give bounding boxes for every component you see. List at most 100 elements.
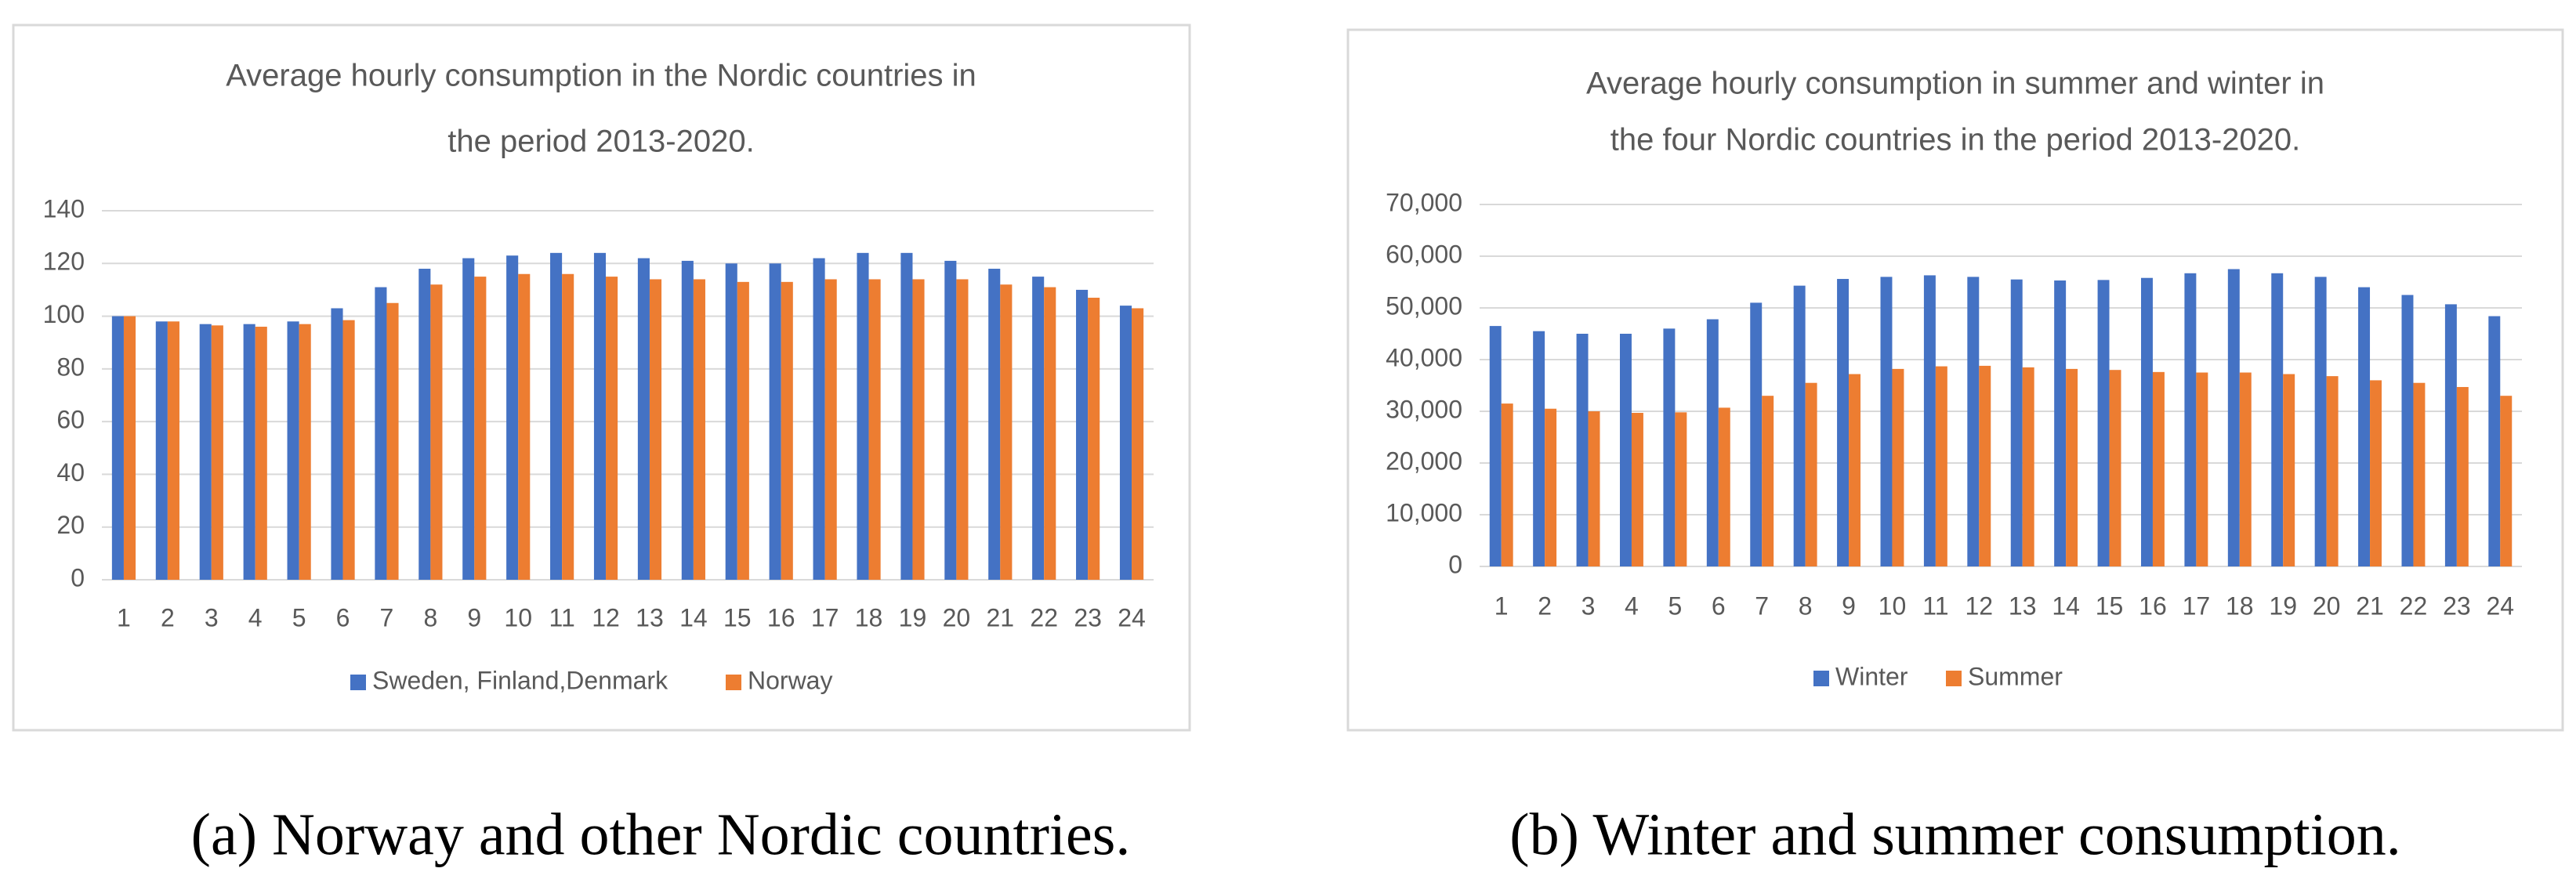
bar xyxy=(474,277,487,580)
bar xyxy=(1501,403,1513,566)
bar xyxy=(562,273,574,580)
x-tick-label: 12 xyxy=(592,603,620,631)
y-tick-label: 60,000 xyxy=(1386,240,1462,268)
y-tick-label: 20,000 xyxy=(1386,447,1462,475)
bar xyxy=(2097,280,2110,566)
bar xyxy=(255,327,267,580)
bar xyxy=(1979,365,1991,566)
bar xyxy=(1076,289,1089,580)
bar xyxy=(725,263,737,580)
chart-title: Average hourly consumption in the Nordic… xyxy=(226,59,976,93)
x-tick-label: 4 xyxy=(248,603,263,631)
bar xyxy=(462,258,475,580)
bar xyxy=(1837,279,1850,566)
x-tick-label: 22 xyxy=(1030,603,1058,631)
y-tick-label: 10,000 xyxy=(1386,498,1462,526)
bar xyxy=(824,279,837,580)
bar xyxy=(2066,368,2078,566)
bar xyxy=(1967,277,1980,566)
x-tick-label: 10 xyxy=(504,603,532,631)
y-tick-label: 50,000 xyxy=(1386,291,1462,320)
bar xyxy=(737,281,749,580)
x-tick-label: 9 xyxy=(467,603,481,631)
legend-label: Summer xyxy=(1968,662,2063,690)
x-tick-label: 9 xyxy=(1842,592,1856,620)
bar xyxy=(912,279,925,580)
bar xyxy=(1805,382,1817,566)
bar xyxy=(1044,287,1056,580)
x-tick-label: 16 xyxy=(767,603,795,631)
x-tick-label: 12 xyxy=(1965,592,1993,620)
y-tick-label: 120 xyxy=(43,248,85,276)
x-tick-label: 16 xyxy=(2139,592,2167,620)
bar xyxy=(2488,316,2501,566)
bar xyxy=(606,277,618,580)
bar xyxy=(681,260,694,580)
x-tick-label: 17 xyxy=(811,603,839,631)
x-tick-label: 1 xyxy=(117,603,131,631)
bar xyxy=(2314,277,2327,566)
y-tick-label: 40,000 xyxy=(1386,343,1462,371)
bar xyxy=(1849,374,1861,566)
bar xyxy=(2444,304,2457,566)
chart-title: the four Nordic countries in the period … xyxy=(1610,123,2301,157)
bar xyxy=(900,252,913,580)
bar xyxy=(199,324,212,580)
x-tick-label: 22 xyxy=(2400,592,2428,620)
x-tick-label: 13 xyxy=(2009,592,2037,620)
legend-label: Sweden, Finland,Denmark xyxy=(372,666,668,694)
bar xyxy=(155,321,168,580)
bar xyxy=(342,320,355,580)
x-tick-label: 5 xyxy=(1668,592,1682,620)
bar xyxy=(111,316,124,580)
bar xyxy=(430,284,443,580)
bar xyxy=(1663,328,1676,566)
bar xyxy=(1088,298,1100,580)
x-tick-label: 14 xyxy=(679,603,708,631)
y-tick-label: 80 xyxy=(56,353,85,381)
bar xyxy=(1576,334,1589,566)
x-tick-label: 21 xyxy=(986,603,1014,631)
bar xyxy=(1718,407,1730,566)
bar xyxy=(693,279,705,580)
bar xyxy=(287,321,299,580)
bar xyxy=(857,252,869,580)
bar xyxy=(2456,386,2469,566)
y-tick-label: 100 xyxy=(43,300,85,328)
bar xyxy=(299,324,311,580)
x-tick-label: 11 xyxy=(1922,592,1948,620)
x-tick-label: 5 xyxy=(292,603,306,631)
x-tick-label: 18 xyxy=(2226,592,2254,620)
bar xyxy=(1750,302,1763,566)
legend-marker xyxy=(726,675,741,690)
bar xyxy=(1489,326,1502,566)
legend-marker xyxy=(1946,671,1962,686)
bar xyxy=(1762,396,1774,566)
bar xyxy=(868,279,881,580)
bar xyxy=(2401,295,2414,566)
x-tick-label: 4 xyxy=(1625,592,1639,620)
x-tick-label: 2 xyxy=(161,603,175,631)
bar xyxy=(2022,367,2034,566)
y-tick-label: 20 xyxy=(56,511,85,539)
x-tick-label: 10 xyxy=(1879,592,1907,620)
bar xyxy=(2152,371,2165,566)
bar xyxy=(331,308,343,580)
bar xyxy=(2109,370,2121,566)
x-tick-label: 23 xyxy=(1074,603,1102,631)
bar xyxy=(1533,331,1545,566)
x-tick-label: 2 xyxy=(1538,592,1552,620)
x-tick-label: 7 xyxy=(1755,592,1769,620)
y-tick-label: 70,000 xyxy=(1386,188,1462,216)
bar xyxy=(243,324,255,580)
bar xyxy=(1935,366,1947,566)
bar xyxy=(649,279,662,580)
bar xyxy=(1880,277,1893,566)
bar xyxy=(1132,308,1144,580)
bar xyxy=(1119,306,1132,580)
x-tick-label: 8 xyxy=(1799,592,1813,620)
bar xyxy=(375,287,387,580)
bar xyxy=(2239,372,2252,566)
